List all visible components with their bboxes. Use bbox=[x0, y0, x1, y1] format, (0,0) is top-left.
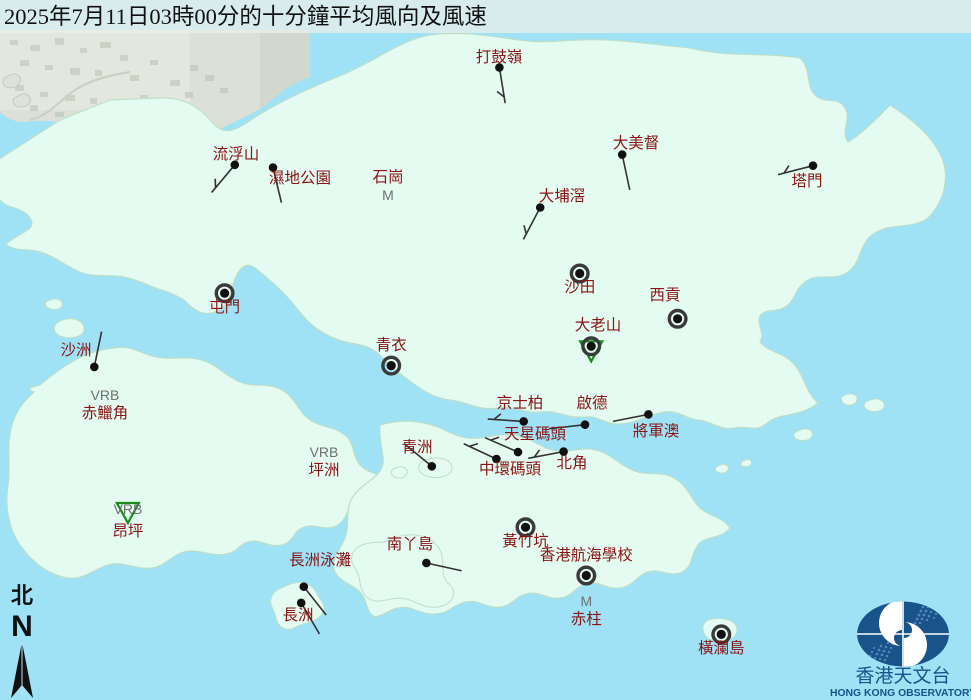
svg-text:長洲泳灘: 長洲泳灘 bbox=[289, 551, 351, 569]
svg-text:橫瀾島: 橫瀾島 bbox=[698, 639, 745, 657]
svg-text:大埔滘: 大埔滘 bbox=[539, 187, 586, 205]
svg-text:沙田: 沙田 bbox=[564, 279, 595, 296]
svg-text:北: 北 bbox=[11, 583, 33, 608]
svg-text:流浮山: 流浮山 bbox=[213, 145, 260, 163]
svg-text:HONG KONG OBSERVATORY: HONG KONG OBSERVATORY bbox=[830, 688, 971, 699]
svg-text:打鼓嶺: 打鼓嶺 bbox=[476, 48, 523, 66]
svg-text:塔門: 塔門 bbox=[791, 172, 822, 190]
svg-text:石崗: 石崗 bbox=[372, 168, 403, 186]
svg-text:M: M bbox=[382, 187, 394, 203]
svg-text:濕地公園: 濕地公園 bbox=[269, 169, 331, 187]
svg-text:大老山: 大老山 bbox=[575, 316, 622, 334]
svg-text:赤柱: 赤柱 bbox=[571, 610, 602, 628]
svg-text:京士柏: 京士柏 bbox=[497, 394, 544, 412]
svg-text:將軍澳: 將軍澳 bbox=[633, 422, 680, 440]
svg-text:VRB: VRB bbox=[114, 501, 143, 517]
svg-text:青洲: 青洲 bbox=[401, 438, 432, 456]
svg-text:M: M bbox=[580, 593, 592, 609]
svg-text:青衣: 青衣 bbox=[376, 336, 407, 354]
svg-text:中環碼頭: 中環碼頭 bbox=[479, 460, 542, 478]
svg-text:昂坪: 昂坪 bbox=[112, 522, 143, 540]
svg-text:沙洲: 沙洲 bbox=[60, 342, 91, 359]
svg-text:坪洲: 坪洲 bbox=[308, 461, 339, 479]
svg-text:赤鱲角: 赤鱲角 bbox=[82, 404, 129, 422]
svg-text:屯門: 屯門 bbox=[209, 298, 240, 316]
svg-text:啟德: 啟德 bbox=[576, 394, 607, 412]
svg-text:南丫島: 南丫島 bbox=[387, 535, 434, 553]
svg-text:香港航海學校: 香港航海學校 bbox=[540, 545, 633, 564]
svg-text:N: N bbox=[11, 610, 33, 643]
svg-text:VRB: VRB bbox=[310, 444, 339, 460]
svg-text:VRB: VRB bbox=[91, 387, 120, 403]
svg-text:長洲: 長洲 bbox=[282, 607, 313, 624]
svg-text:北角: 北角 bbox=[556, 454, 587, 472]
svg-text:西貢: 西貢 bbox=[649, 287, 680, 304]
svg-text:香港天文台: 香港天文台 bbox=[855, 665, 950, 687]
svg-text:大美督: 大美督 bbox=[613, 134, 660, 152]
svg-text:天星碼頭: 天星碼頭 bbox=[504, 425, 567, 443]
svg-text:2025年7月11日03時00分的十分鐘平均風向及風速: 2025年7月11日03時00分的十分鐘平均風向及風速 bbox=[4, 4, 487, 29]
